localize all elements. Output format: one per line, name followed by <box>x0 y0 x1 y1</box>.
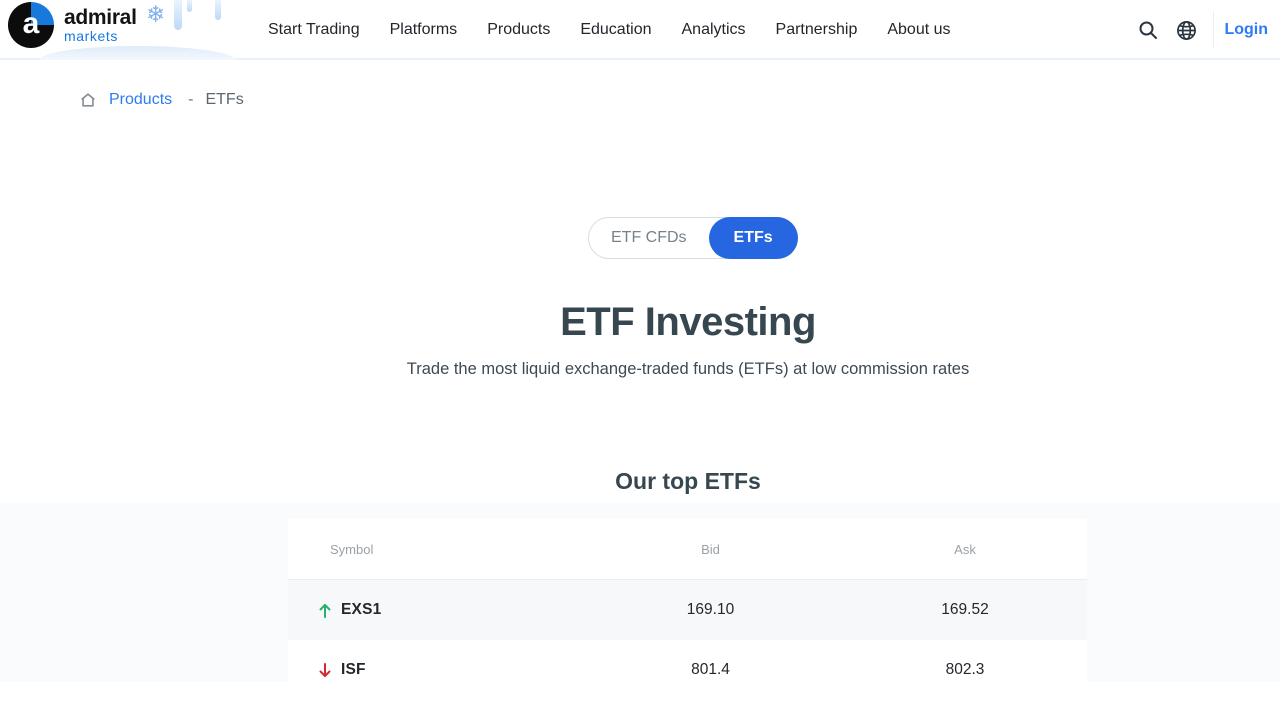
breadcrumb: Products - ETFs <box>79 91 244 109</box>
table-row[interactable]: ISF 801.4 802.3 <box>288 640 1087 700</box>
nav-item-partnership[interactable]: Partnership <box>775 21 858 38</box>
table-row[interactable]: EXS1 169.10 169.52 <box>288 580 1087 640</box>
column-header-ask: Ask <box>954 541 976 557</box>
breadcrumb-link-products[interactable]: Products <box>109 91 173 108</box>
logo-letter: a <box>22 7 40 40</box>
admiral-markets-logo[interactable]: a admiral markets <box>8 2 137 48</box>
symbol-label: EXS1 <box>341 601 382 618</box>
icicle-icon <box>187 0 192 12</box>
top-etfs-heading: Our top ETFs <box>615 468 761 494</box>
main-nav: Start Trading Platforms Products Educati… <box>268 0 951 60</box>
logo-wordmark: admiral markets <box>64 7 137 43</box>
language-globe-icon[interactable] <box>1167 11 1205 49</box>
header-divider <box>1213 11 1215 49</box>
nav-item-products[interactable]: Products <box>487 21 551 38</box>
table-header-row: Symbol Bid Ask <box>288 519 1087 580</box>
nav-item-platforms[interactable]: Platforms <box>389 21 458 38</box>
logo-a-icon: a <box>8 2 54 48</box>
ask-value: 169.52 <box>941 601 989 618</box>
header-actions: Login <box>1129 0 1272 60</box>
breadcrumb-current-etfs: ETFs <box>205 91 244 108</box>
page-subtitle: Trade the most liquid exchange-traded fu… <box>406 360 970 378</box>
home-icon[interactable] <box>79 91 97 109</box>
icicle-icon <box>215 0 221 20</box>
page-title: ETF Investing <box>560 300 816 344</box>
nav-item-analytics[interactable]: Analytics <box>681 21 746 38</box>
top-navigation-bar: a admiral markets ❄ Start Trading Platfo… <box>0 0 1280 60</box>
ask-value: 802.3 <box>945 661 985 678</box>
bid-value: 169.10 <box>686 601 735 618</box>
brand-subname: markets <box>64 28 118 44</box>
down-arrow-icon <box>318 662 332 678</box>
login-button[interactable]: Login <box>1224 21 1268 38</box>
snowflake-icon: ❄ <box>146 1 166 27</box>
symbol-cell: EXS1 <box>288 601 578 619</box>
etf-type-toggle: ETF CFDs ETFs <box>588 217 798 259</box>
breadcrumb-separator: - <box>188 91 194 108</box>
toggle-option-etfs[interactable]: ETFs <box>708 217 798 259</box>
bid-value: 801.4 <box>691 661 730 678</box>
nav-item-education[interactable]: Education <box>580 21 652 38</box>
top-etfs-table: Symbol Bid Ask EXS1 169.10 169.52 <box>288 519 1087 700</box>
snow-mound-decoration <box>40 46 235 60</box>
column-header-bid: Bid <box>701 541 720 557</box>
nav-item-about-us[interactable]: About us <box>887 21 951 38</box>
column-header-symbol: Symbol <box>330 541 374 557</box>
up-arrow-icon <box>318 602 332 618</box>
icicles-decoration <box>174 0 221 30</box>
brand-name: admiral <box>64 6 137 29</box>
nav-item-start-trading[interactable]: Start Trading <box>268 21 360 38</box>
toggle-option-etf-cfds[interactable]: ETF CFDs <box>611 229 687 246</box>
icicle-icon <box>174 0 182 30</box>
symbol-label: ISF <box>341 661 366 678</box>
search-icon[interactable] <box>1129 11 1167 49</box>
symbol-cell: ISF <box>288 661 578 679</box>
